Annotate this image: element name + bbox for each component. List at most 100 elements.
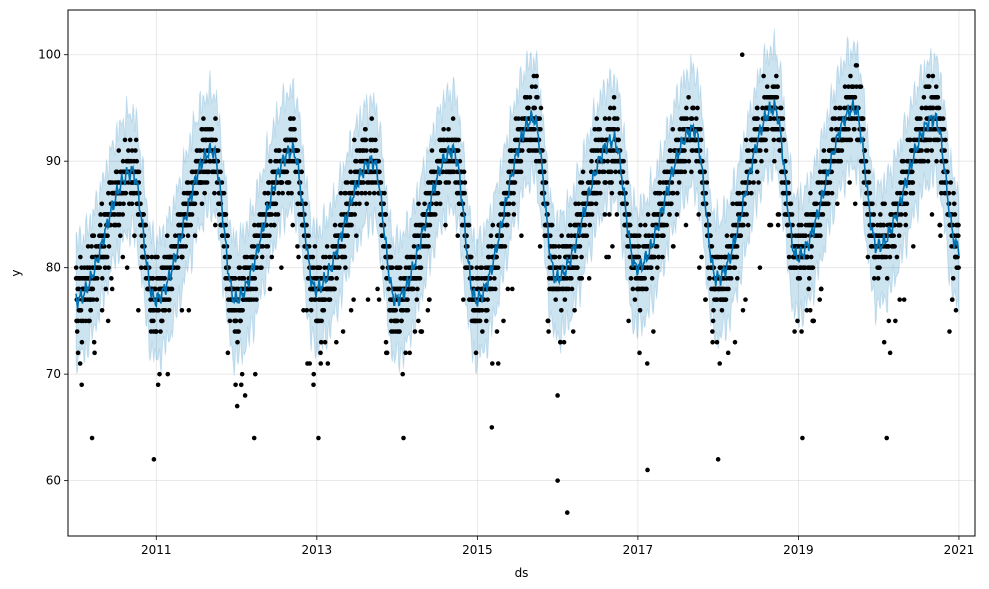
data-point [364,201,370,207]
data-point [516,116,521,121]
data-point [664,222,669,228]
data-point [213,116,218,121]
data-point [360,180,366,185]
data-point [511,190,516,196]
data-point [123,190,129,196]
data-point [289,190,294,196]
data-point [94,276,100,281]
data-point [569,286,575,292]
data-point [387,244,392,249]
data-point [921,158,927,164]
data-point [667,212,672,217]
data-point [882,201,887,207]
data-point [265,190,271,196]
data-point [951,201,957,207]
data-point [695,105,700,111]
data-point [367,190,372,196]
data-point [279,265,284,270]
data-point [91,233,97,239]
data-point [280,190,285,196]
data-point [411,244,417,249]
data-point [655,233,661,239]
data-point [417,254,423,260]
data-point [743,297,748,302]
x-tick-label: 2019 [783,543,814,557]
data-point [157,371,162,377]
data-point [638,222,643,228]
data-point [259,254,265,260]
data-point [145,254,151,260]
data-point [313,297,318,302]
data-point [597,126,603,132]
data-point [371,190,377,196]
data-point [821,148,827,153]
data-point [780,116,786,121]
data-point [651,329,656,334]
data-point [846,84,851,89]
data-point [512,180,518,185]
data-point [223,212,229,217]
data-point [251,244,257,249]
data-point [462,190,467,196]
data-point [714,339,720,345]
data-point [484,318,489,324]
data-point [342,254,348,260]
data-point [526,105,531,111]
data-point [403,350,408,356]
data-point [519,148,525,153]
data-point [156,307,162,313]
data-point [602,212,608,217]
data-point [937,222,943,228]
plot-frame [67,9,976,537]
interval-band [75,28,960,376]
data-point [162,276,168,281]
data-point [337,265,342,270]
outlier-point [555,478,560,483]
data-point [744,212,749,217]
data-point [577,244,583,249]
data-point [657,180,663,185]
data-point [682,158,688,164]
data-point [322,297,328,302]
data-point [186,307,192,313]
data-point [373,148,379,153]
data-point [584,233,590,239]
data-point [149,254,155,260]
data-point [953,307,959,313]
x-axis-ticks: 2011 2013 2015 2017 2019 2021 [141,536,974,557]
data-point [730,201,736,207]
data-point [555,393,560,398]
data-point [77,361,83,366]
data-point [881,339,887,345]
x-axis-label: ds [515,566,529,580]
data-point [950,297,955,302]
data-point [397,329,402,334]
data-point [94,297,100,302]
data-point [325,361,331,366]
data-point [443,222,448,228]
data-point [129,201,135,207]
data-point [553,297,558,302]
data-point [189,212,195,217]
data-point [209,126,215,132]
data-point [486,254,492,260]
data-point [817,222,823,228]
data-point [764,84,770,89]
data-point [557,254,562,260]
data-point [99,307,105,313]
data-point [781,137,787,143]
data-point [646,233,652,239]
data-point [710,329,715,334]
data-point [630,286,636,292]
data-point [569,233,574,239]
data-point [537,116,542,121]
data-point [545,318,551,324]
data-point [669,180,675,185]
data-point [940,116,946,121]
data-point [694,116,699,121]
data-point [755,105,760,111]
data-point [265,244,271,249]
data-point [405,297,410,302]
data-point [233,318,239,324]
data-point [860,116,866,121]
